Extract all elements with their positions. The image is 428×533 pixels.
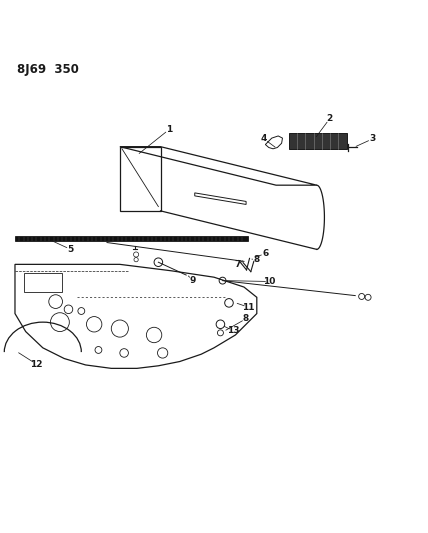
- Text: 6: 6: [262, 249, 268, 258]
- Bar: [289, 133, 347, 149]
- Bar: [24, 273, 62, 292]
- Text: 5: 5: [68, 245, 74, 254]
- Text: 11: 11: [242, 303, 255, 312]
- Text: 8J69  350: 8J69 350: [17, 63, 79, 76]
- Text: 12: 12: [30, 360, 43, 369]
- Text: 1: 1: [166, 125, 172, 134]
- Text: 4: 4: [261, 134, 267, 143]
- Text: 9: 9: [190, 276, 196, 285]
- Text: 3: 3: [369, 134, 375, 143]
- Text: 8: 8: [254, 255, 260, 264]
- Text: 13: 13: [227, 326, 240, 335]
- Text: 7: 7: [235, 260, 241, 269]
- Text: 2: 2: [327, 115, 333, 123]
- Text: 10: 10: [264, 277, 276, 286]
- Text: 8: 8: [243, 314, 249, 323]
- Bar: [15, 236, 248, 241]
